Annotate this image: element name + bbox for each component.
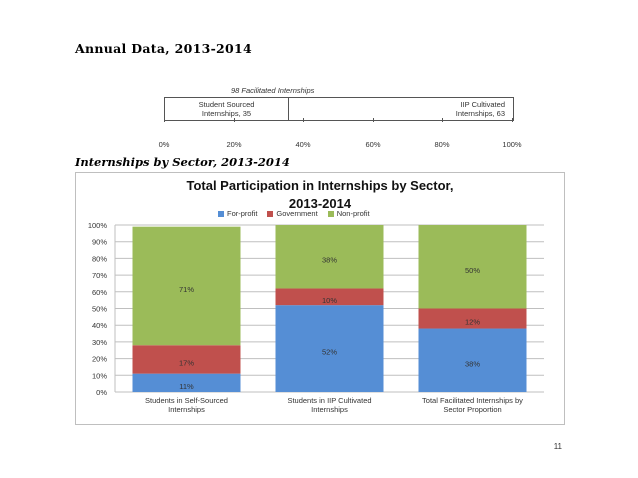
data-label: 12% xyxy=(465,318,480,327)
facilitated-axis-tick-label: 20% xyxy=(226,140,242,149)
sector-heading: Internships by Sector, 2013-2014 xyxy=(75,155,290,169)
facilitated-axis-tick-label: 0% xyxy=(158,140,170,149)
y-tick-label: 30% xyxy=(92,338,107,347)
bar-segment xyxy=(132,373,241,392)
legend-item: Government xyxy=(267,209,318,218)
y-tick-label: 20% xyxy=(92,355,107,364)
facilitated-axis-tick-label: 60% xyxy=(365,140,381,149)
x-category-label: Students in Self-Sourced xyxy=(145,396,228,405)
chart-title: Total Participation in Internships by Se… xyxy=(75,177,565,213)
legend-label: For-profit xyxy=(227,209,258,218)
x-category-label: Sector Proportion xyxy=(443,405,501,414)
chart-legend: For-profit Government Non-profit xyxy=(218,209,370,218)
annual-data-heading: Annual Data, 2013-2014 xyxy=(75,41,253,56)
legend-label: Non-profit xyxy=(336,209,370,218)
student-sourced-label-1: Student Sourced xyxy=(198,100,255,109)
facilitated-axis-tick-label: 100% xyxy=(502,140,522,149)
data-label: 11% xyxy=(179,382,194,391)
x-category-label: Internships xyxy=(311,405,348,414)
legend-swatch xyxy=(267,210,274,217)
data-label: 38% xyxy=(465,359,480,368)
facilitated-axis-tick xyxy=(442,118,443,122)
facilitated-stacked-bar: Student Sourced Internships, 35 IIP Cult… xyxy=(164,97,514,121)
bar-segment xyxy=(275,288,384,306)
y-tick-label: 50% xyxy=(92,305,107,314)
x-category-label: Internships xyxy=(168,405,205,414)
y-tick-label: 10% xyxy=(92,371,107,380)
facilitated-axis-tick xyxy=(512,118,513,122)
iip-cultivated-label-2: Internships, 63 xyxy=(455,109,505,118)
facilitated-axis-tick-label: 40% xyxy=(295,140,311,149)
chart-frame xyxy=(75,172,565,425)
bar-segment xyxy=(132,345,241,374)
bar-segment xyxy=(418,328,527,392)
chart-title-line-1: Total Participation in Internships by Se… xyxy=(186,178,454,193)
data-label: 50% xyxy=(465,266,480,275)
y-tick-label: 100% xyxy=(88,221,108,230)
facilitated-axis-tick xyxy=(373,118,374,122)
iip-cultivated-segment: IIP Cultivated Internships, 63 xyxy=(289,98,513,120)
page-number: 11 xyxy=(553,442,562,451)
data-label: 17% xyxy=(179,358,194,367)
facilitated-axis xyxy=(164,118,513,126)
iip-cultivated-label-1: IIP Cultivated xyxy=(460,100,505,109)
facilitated-caption: 98 Facilitated Internships xyxy=(231,86,315,95)
data-label: 71% xyxy=(179,285,194,294)
data-label: 52% xyxy=(322,348,337,357)
x-category-label: Total Facilitated Internships by xyxy=(422,396,523,405)
student-sourced-label-2: Internships, 35 xyxy=(201,109,252,118)
bar-segment xyxy=(418,308,527,329)
chart-title-line-2: 2013-2014 xyxy=(288,196,352,211)
y-tick-label: 90% xyxy=(92,238,107,247)
y-tick-label: 60% xyxy=(92,288,107,297)
bar-segment xyxy=(132,226,241,346)
student-sourced-segment: Student Sourced Internships, 35 xyxy=(165,98,289,120)
bar-segment xyxy=(275,305,384,392)
facilitated-axis-tick xyxy=(234,118,235,122)
bar-segment xyxy=(275,225,384,289)
facilitated-axis-tick xyxy=(303,118,304,122)
legend-item: Non-profit xyxy=(327,209,370,218)
legend-label: Government xyxy=(276,209,318,218)
sector-stacked-bar-chart: 0% 10% 20% 30% 40% 50% 60% 70% 80% 90% 100% 11% 17% 7… xyxy=(88,221,544,414)
y-tick-label: 80% xyxy=(92,254,107,263)
y-tick-label: 40% xyxy=(92,321,107,330)
facilitated-axis-tick-label: 80% xyxy=(434,140,450,149)
data-label: 38% xyxy=(322,256,337,265)
y-tick-label: 70% xyxy=(92,271,107,280)
y-tick-label: 0% xyxy=(96,388,107,397)
legend-item: For-profit xyxy=(218,209,257,218)
facilitated-axis-tick xyxy=(164,118,165,122)
bar-segment xyxy=(418,225,527,309)
x-category-label: Students in IIP Cultivated xyxy=(287,396,371,405)
legend-swatch xyxy=(218,210,224,217)
data-label: 10% xyxy=(322,296,337,305)
legend-swatch xyxy=(327,210,334,217)
